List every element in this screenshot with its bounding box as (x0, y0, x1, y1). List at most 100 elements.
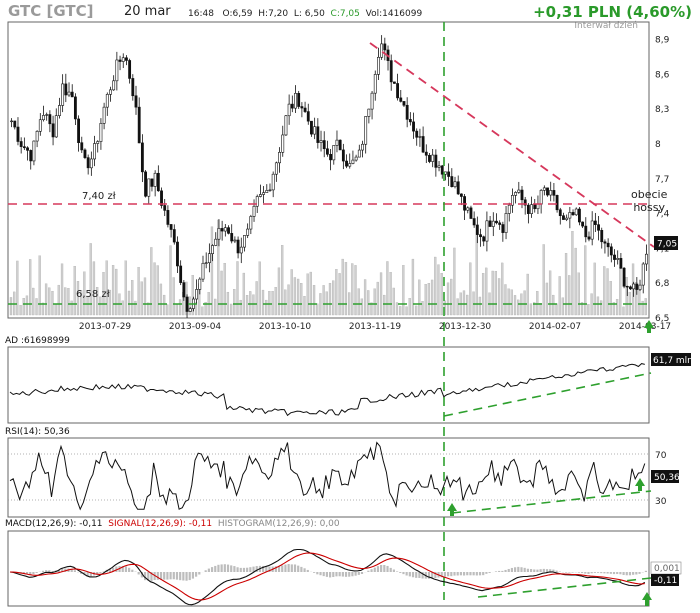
date-tick-3: 2013-11-19 (349, 322, 402, 332)
histogram-bar (354, 572, 357, 576)
histogram-bar (230, 565, 233, 572)
volume-bar (124, 260, 127, 316)
volume-bar (625, 277, 628, 316)
rsi-up-arrow-icon (447, 503, 457, 516)
volume-bar (32, 287, 35, 316)
histogram-bar (469, 572, 472, 576)
histogram-bar (210, 567, 214, 572)
volume-bar (309, 271, 312, 316)
candle-body (144, 171, 147, 197)
candle-body (255, 196, 259, 207)
histogram-bar (596, 572, 600, 573)
macd-value-label: -0,11 (654, 576, 677, 586)
histogram-bar (383, 565, 386, 572)
macd-hist-value-label: 0,001 (654, 564, 680, 574)
histogram-bar (565, 572, 568, 573)
histogram-bar (115, 566, 118, 572)
volume-bar (641, 300, 644, 316)
histogram-bar (603, 572, 606, 574)
histogram-bar (140, 572, 143, 578)
volume-bar (255, 281, 258, 316)
low-value: L: 6,50 (293, 9, 325, 19)
histogram-bar (475, 572, 478, 576)
histogram-bar (316, 572, 319, 575)
histogram-bar (376, 566, 380, 572)
candle-body (367, 108, 371, 117)
candle-body (105, 94, 109, 108)
volume-bar (424, 284, 427, 316)
histogram-bar (268, 566, 271, 572)
histogram-bar (520, 567, 523, 572)
candle-body (453, 181, 457, 188)
histogram-bar (628, 572, 632, 576)
volume-bar (89, 243, 92, 316)
down-trendline (369, 42, 655, 248)
volume-bar (38, 255, 41, 316)
volume-bar (507, 288, 510, 316)
volume-bar (392, 287, 395, 316)
histogram-bar (335, 572, 338, 577)
volume-bar (194, 302, 198, 316)
candle-body (504, 213, 508, 233)
volume-bar (536, 291, 539, 316)
price-axis: 8,98,68,387,77,47,16,86,5 (655, 36, 670, 324)
histogram-bar (440, 572, 443, 578)
candle-body (469, 207, 473, 219)
candle-body (418, 136, 422, 138)
candle-body (42, 115, 45, 121)
candle-body (134, 95, 138, 108)
histogram-bar (57, 569, 61, 572)
volume-bar (644, 298, 647, 316)
candle-body (335, 139, 339, 146)
histogram-bar (517, 566, 520, 572)
histogram-bar (427, 572, 431, 579)
candle-body (459, 193, 463, 197)
histogram-bar (239, 567, 242, 572)
candle-body (613, 254, 616, 260)
volume-bar (485, 267, 488, 316)
volume-bar (115, 268, 118, 316)
price-tick-4: 7,7 (655, 175, 669, 185)
histogram-bar (552, 569, 555, 572)
candle-body (252, 205, 256, 217)
candle-body (125, 57, 128, 61)
histogram-bar (290, 564, 293, 572)
volume-bar (529, 303, 533, 316)
volume-bar (440, 273, 443, 316)
price-change: +0,31 PLN (4,60%) (533, 3, 692, 21)
candle-body (262, 192, 266, 195)
histogram-bar (545, 569, 549, 572)
candle-body (258, 194, 262, 197)
volume-bar (44, 283, 48, 316)
signal-annotation-line2: hossy (633, 201, 666, 214)
histogram-bar (587, 572, 590, 574)
volume-bar (450, 278, 453, 316)
candle-body (268, 189, 272, 192)
candle-body (131, 78, 135, 97)
volume-bar (316, 303, 319, 316)
volume-bar (466, 294, 469, 316)
volume-bar (284, 289, 287, 316)
volume-bar (127, 290, 131, 316)
candle-body (424, 151, 428, 156)
candle-body (609, 246, 613, 256)
candle-body (536, 203, 540, 210)
current-price-box (654, 236, 678, 250)
candle-body (290, 103, 294, 109)
volume-bar (137, 267, 140, 316)
volume-bar (76, 281, 80, 316)
volume-bar (67, 288, 70, 316)
histogram-bar (61, 568, 64, 572)
volume-bar (555, 303, 558, 316)
volume-bar (533, 302, 536, 316)
candle-body (370, 92, 374, 110)
candle-body (437, 165, 441, 168)
volume-bar (287, 284, 290, 316)
histogram-bar (131, 569, 134, 572)
volume-bar (635, 282, 638, 316)
candle-body (485, 220, 489, 242)
rsi-panel-frame (7, 437, 650, 518)
candle-body (629, 286, 632, 290)
histogram-bar (402, 572, 405, 575)
